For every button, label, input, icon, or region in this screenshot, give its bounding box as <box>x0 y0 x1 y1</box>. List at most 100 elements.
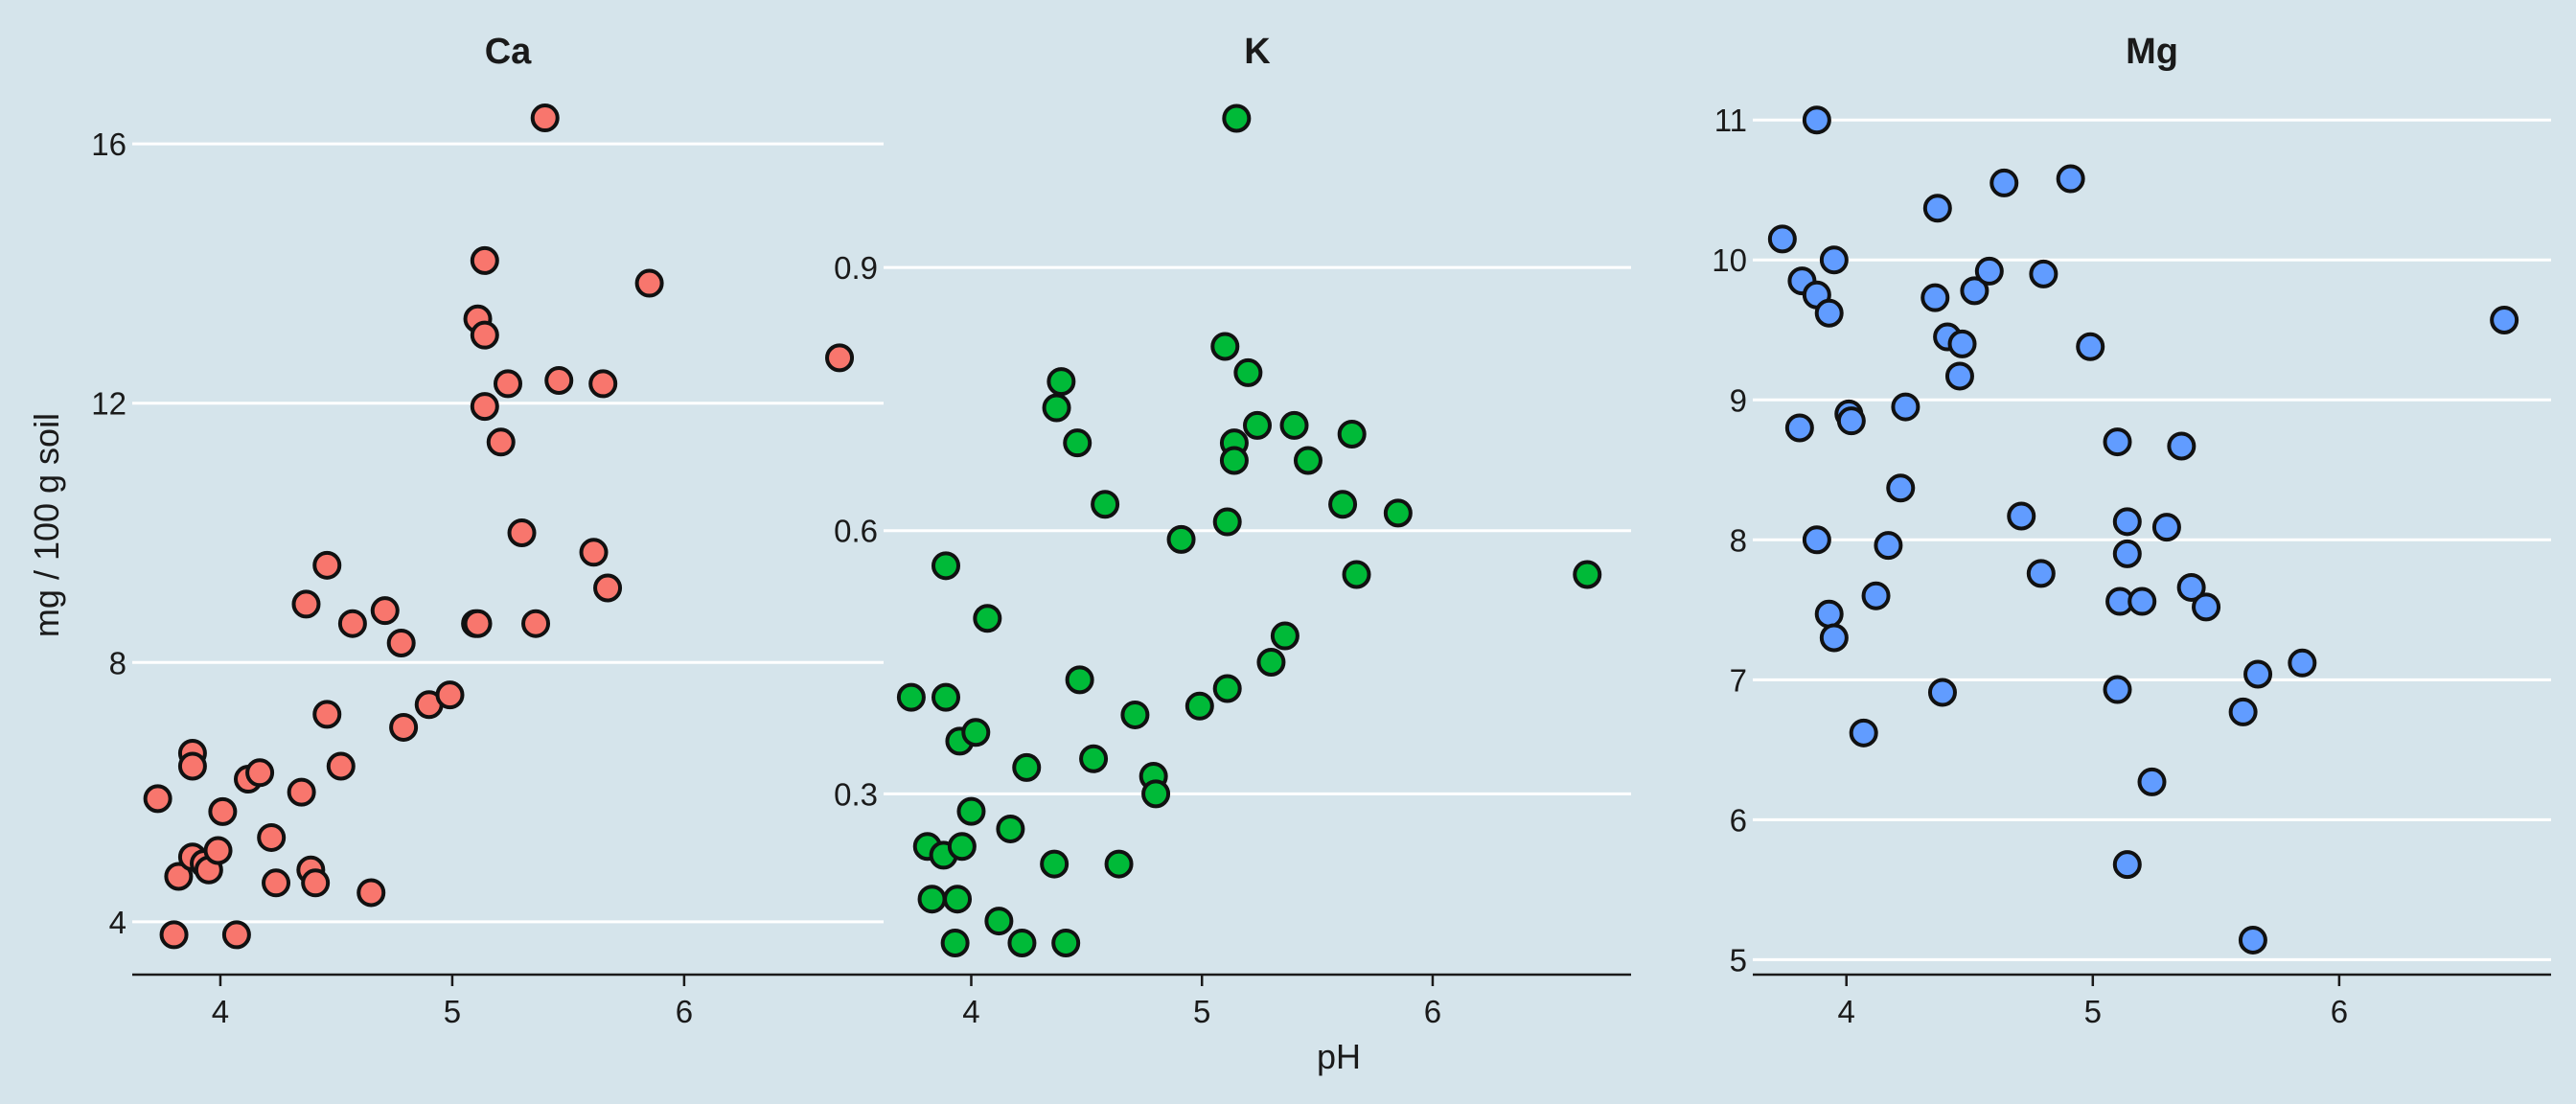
data-point <box>1243 410 1272 440</box>
data-point <box>1270 621 1300 651</box>
data-point <box>2103 427 2132 457</box>
data-point <box>634 268 664 298</box>
data-point <box>530 104 560 133</box>
data-point <box>208 796 238 826</box>
data-point <box>2176 572 2206 602</box>
data-point <box>2192 592 2221 622</box>
data-point <box>544 366 574 396</box>
data-point <box>1046 367 1076 397</box>
x-tick-label: 5 <box>2084 994 2102 1029</box>
y-tick-label: 11 <box>1714 103 1747 138</box>
data-point <box>2238 925 2267 954</box>
x-tick-label: 4 <box>212 994 229 1029</box>
data-point <box>159 920 189 950</box>
data-point <box>312 700 342 729</box>
data-point <box>262 868 291 898</box>
data-point <box>2288 648 2317 678</box>
x-tick-label: 4 <box>1838 994 1855 1029</box>
y-tick-label: 4 <box>109 905 126 940</box>
y-axis-label: mg / 100 g soil <box>27 413 66 637</box>
x-axis-label: pH <box>1317 1037 1361 1076</box>
data-point <box>257 822 287 852</box>
data-point <box>389 712 419 742</box>
data-point <box>1079 744 1109 773</box>
data-point <box>1383 498 1413 528</box>
facet-title-k: K <box>1244 32 1271 72</box>
y-tick-label: 7 <box>1730 662 1747 698</box>
data-point <box>1328 490 1358 519</box>
y-tick-label: 10 <box>1712 242 1747 278</box>
facet-panels: 4 8 12 16 4 5 6 Ca 0.3 0.6 0.9 4 5 6 K 5 6 7 8 9 10 11 4 5 6 Mg <box>91 32 2551 1029</box>
y-tick-label: 9 <box>1730 382 1747 418</box>
data-point <box>1222 104 1252 133</box>
data-point <box>1141 779 1171 809</box>
y-tick-label: 0.3 <box>834 776 878 812</box>
data-point <box>177 751 207 781</box>
data-point <box>370 596 400 626</box>
data-point <box>1819 623 1849 653</box>
y-tick-label: 0.6 <box>834 514 878 549</box>
data-point <box>1944 361 1974 391</box>
data-point <box>1802 525 1831 555</box>
data-point <box>1293 446 1322 475</box>
data-point <box>1065 665 1094 695</box>
data-point <box>1219 446 1249 475</box>
facet-title-ca: Ca <box>485 32 532 72</box>
data-point <box>494 369 522 399</box>
data-point <box>1814 599 1844 629</box>
data-point <box>579 538 609 567</box>
data-point <box>486 427 516 457</box>
data-point <box>463 609 493 638</box>
data-point <box>2056 164 2085 194</box>
data-point <box>1947 329 1977 358</box>
data-point <box>1210 332 1240 361</box>
data-point <box>1819 245 1849 275</box>
x-tick-label: 6 <box>2331 994 2348 1029</box>
data-point <box>1974 256 2004 286</box>
data-point <box>143 784 172 814</box>
data-point <box>588 369 618 399</box>
y-tick-label: 12 <box>91 386 126 422</box>
data-point <box>2243 659 2273 689</box>
x-tick-label: 4 <box>962 994 979 1029</box>
data-point <box>356 878 386 908</box>
data-point <box>932 551 960 581</box>
x-tick-label: 6 <box>1424 994 1441 1029</box>
y-tick-label: 6 <box>1730 802 1747 838</box>
data-point <box>287 777 316 807</box>
data-point <box>470 392 499 422</box>
data-point <box>2007 501 2036 531</box>
data-point <box>1051 928 1081 957</box>
y-tick-label: 8 <box>1730 522 1747 558</box>
data-point <box>2112 539 2142 568</box>
data-point <box>1802 105 1831 135</box>
data-point <box>2103 675 2132 704</box>
data-point <box>1063 428 1092 458</box>
data-point <box>2167 431 2196 461</box>
data-point <box>1573 560 1602 589</box>
data-point <box>593 573 623 603</box>
data-point <box>973 604 1002 633</box>
data-point <box>1279 410 1309 440</box>
data-point <box>1091 490 1120 519</box>
data-point <box>1922 194 1952 223</box>
data-point <box>221 920 251 950</box>
x-tick-label: 6 <box>676 994 693 1029</box>
y-tick-label: 16 <box>91 126 126 162</box>
data-point <box>1874 531 1903 561</box>
data-point <box>2076 332 2105 361</box>
data-point <box>1990 168 2019 197</box>
data-point <box>932 682 960 712</box>
data-point <box>2151 513 2181 542</box>
data-point <box>1836 406 1866 436</box>
data-point <box>917 885 947 914</box>
data-point <box>386 629 416 657</box>
data-point <box>1960 276 1990 306</box>
panel-ca: 4 8 12 16 4 5 6 Ca <box>91 32 884 1029</box>
data-point <box>1337 420 1367 449</box>
data-point <box>1166 524 1196 554</box>
data-point <box>1920 283 1950 312</box>
data-point <box>1012 752 1042 782</box>
